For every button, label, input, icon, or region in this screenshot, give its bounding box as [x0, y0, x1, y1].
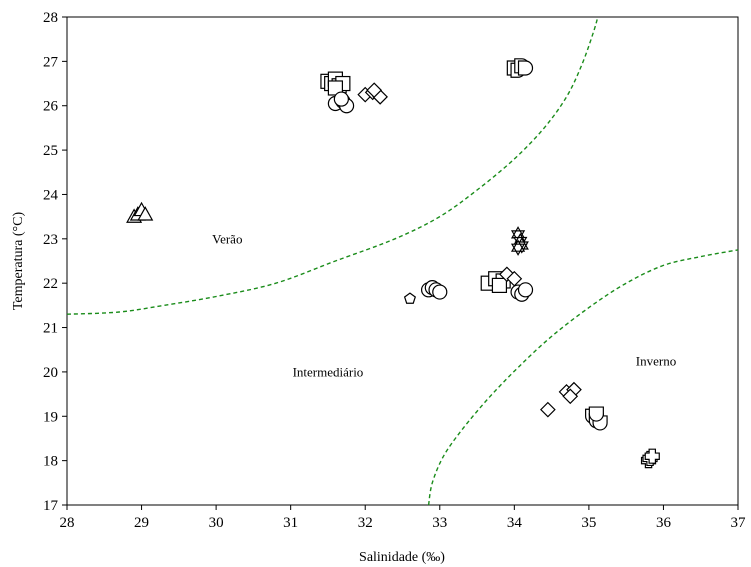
y-tick-label: 28 [43, 10, 58, 26]
y-tick-label: 25 [43, 143, 58, 159]
y-tick-label: 17 [43, 498, 59, 514]
axis-ticks: 28 29 30 31 32 33 34 35 36 37 17 18 19 20 21 22 23 24 25 26… [43, 10, 746, 531]
y-tick-label: 20 [43, 365, 58, 381]
zone-label: Inverno [636, 353, 676, 368]
x-tick-label: 37 [731, 515, 747, 531]
x-tick-label: 34 [507, 515, 523, 531]
x-tick-label: 35 [581, 515, 596, 531]
y-axis-title: Temperatura (°C) [11, 212, 26, 311]
data-point-diamond [366, 82, 383, 99]
data-point-diamond [562, 388, 579, 405]
plot-frame [66, 16, 739, 506]
y-tick-label: 19 [43, 409, 58, 425]
x-tick-label: 31 [283, 515, 298, 531]
x-tick-label: 33 [432, 515, 447, 531]
x-tick-label: 36 [656, 515, 672, 531]
zone-label: Intermediário [293, 364, 364, 379]
x-tick-label: 30 [209, 515, 224, 531]
data-point-square [491, 277, 508, 293]
zone-boundary-line [427, 249, 739, 506]
data-point-circle [333, 91, 349, 107]
y-tick-label: 26 [43, 99, 59, 115]
y-tick-label: 18 [43, 454, 58, 470]
data-point-triangle-up [137, 206, 154, 221]
y-tick-label: 27 [43, 54, 59, 70]
x-axis-title: Salinidade (‰) [359, 550, 445, 565]
x-tick-label: 28 [60, 515, 75, 531]
data-point-star [510, 239, 526, 256]
y-tick-label: 21 [43, 321, 58, 337]
x-tick-label: 32 [358, 515, 373, 531]
zone-boundaries [66, 16, 739, 506]
data-point-circle [432, 284, 448, 300]
data-point-d-shape [517, 60, 534, 76]
x-tick-label: 29 [134, 515, 149, 531]
y-tick-label: 22 [43, 276, 58, 292]
y-tick-label: 24 [43, 187, 59, 203]
data-point-diamond [499, 266, 515, 283]
data-point-u-shape [588, 406, 604, 422]
data-points [126, 58, 660, 469]
zone-label: Verão [212, 231, 242, 246]
zone-boundary-line [66, 16, 599, 315]
data-point-pentagon [403, 292, 416, 304]
zone-annotations: Verão Intermediário Inverno [212, 231, 676, 379]
data-point-diamond [540, 401, 556, 418]
data-point-cross [644, 448, 660, 464]
y-tick-label: 23 [43, 232, 58, 248]
data-point-circle [517, 282, 534, 298]
